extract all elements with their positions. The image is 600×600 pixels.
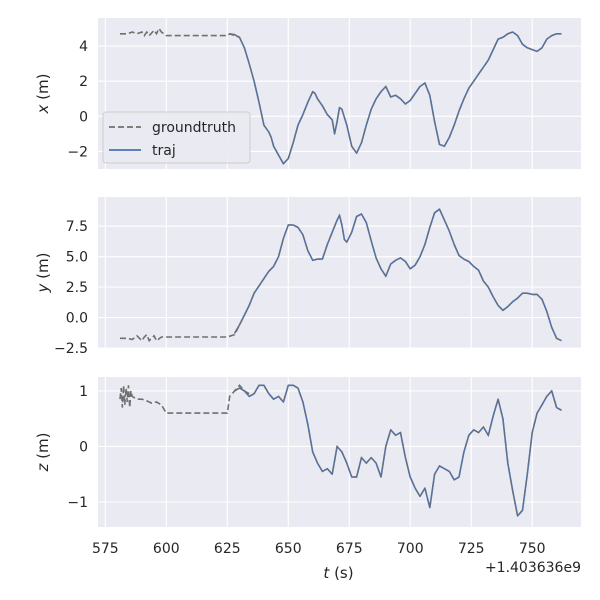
x-tick-label: 725 bbox=[458, 541, 485, 557]
y-tick-label: −2 bbox=[67, 144, 88, 160]
x-tick-label: 650 bbox=[275, 541, 302, 557]
x-tick-label: 625 bbox=[214, 541, 241, 557]
y-tick-label: 4 bbox=[79, 39, 88, 55]
y-tick-label: −1 bbox=[67, 495, 88, 511]
x-tick-label: 575 bbox=[92, 541, 119, 557]
legend-groundtruth-label: groundtruth bbox=[152, 120, 236, 136]
panel-background bbox=[98, 377, 581, 527]
panel-3: 1 0 −1 z (m) bbox=[34, 377, 581, 527]
x-axis-label: t (s) bbox=[323, 564, 353, 582]
y-tick-label: 2 bbox=[79, 74, 88, 90]
x-tick-label: 600 bbox=[153, 541, 180, 557]
y-axis-label: y (m) bbox=[34, 253, 52, 294]
groundtruth-series-line bbox=[120, 324, 241, 343]
y-tick-label: 1 bbox=[79, 384, 88, 400]
y-tick-label: 7.5 bbox=[66, 219, 88, 235]
y-tick-label: 0.0 bbox=[66, 311, 88, 327]
traj-series-line bbox=[234, 384, 562, 517]
legend: groundtruth traj bbox=[102, 111, 251, 164]
y-axis-label: z (m) bbox=[34, 433, 52, 473]
y-tick-label: 2.5 bbox=[66, 280, 88, 296]
y-tick-label: 0 bbox=[79, 439, 88, 455]
legend-traj-label: traj bbox=[152, 143, 176, 159]
panel-background bbox=[98, 197, 581, 348]
panel-2: 7.5 5.0 2.5 0.0 −2.5 y (m) bbox=[34, 197, 581, 357]
x-tick-label: 750 bbox=[519, 541, 546, 557]
x-offset-label: +1.403636e9 bbox=[485, 560, 581, 576]
groundtruth-overlap-line bbox=[229, 31, 562, 165]
y-axis-label: x (m) bbox=[34, 74, 52, 115]
groundtruth-series-line bbox=[119, 384, 250, 414]
groundtruth-series-line bbox=[120, 26, 240, 39]
y-tick-label: −2.5 bbox=[54, 341, 88, 357]
groundtruth-overlap-line bbox=[233, 208, 562, 342]
y-tick-label: 0 bbox=[79, 109, 88, 125]
x-tick-label: 675 bbox=[336, 541, 363, 557]
y-tick-label: 5.0 bbox=[66, 250, 88, 266]
x-tick-label: 700 bbox=[397, 541, 424, 557]
